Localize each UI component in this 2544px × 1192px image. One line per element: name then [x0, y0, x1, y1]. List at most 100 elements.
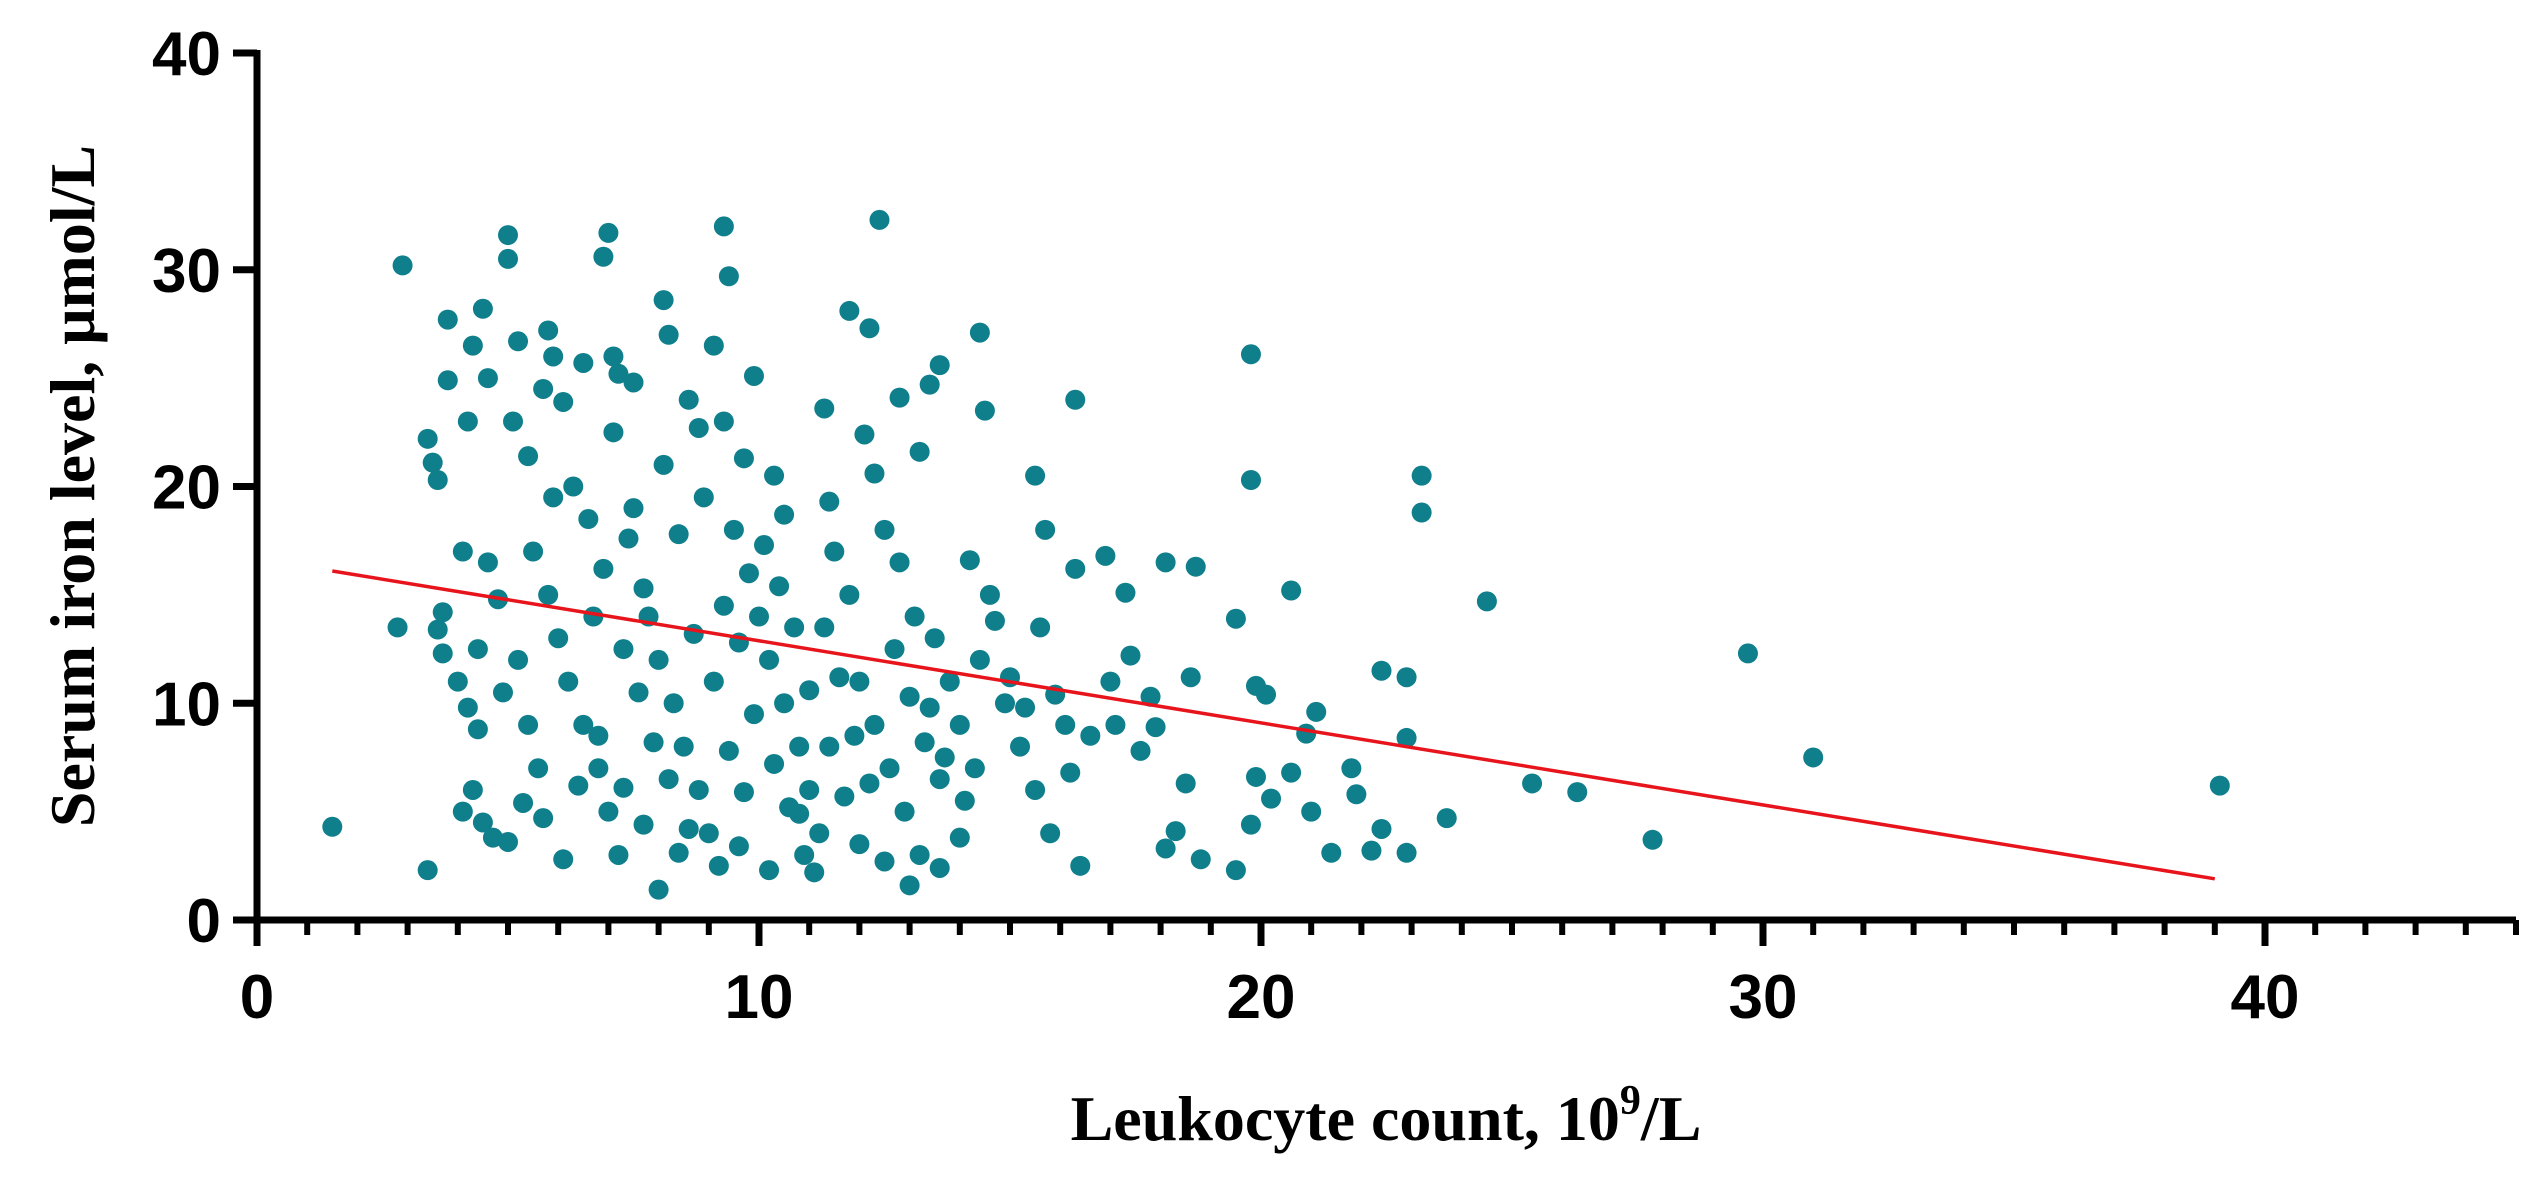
point [477, 368, 498, 389]
point [703, 335, 724, 356]
point [859, 773, 880, 794]
point [1301, 801, 1322, 822]
point [2209, 775, 2230, 796]
point [1240, 469, 1261, 490]
point [472, 812, 493, 833]
point [774, 693, 795, 714]
point [789, 736, 810, 757]
point [498, 831, 518, 852]
point [1070, 855, 1091, 876]
trend-line [332, 569, 2216, 881]
point [1040, 823, 1061, 844]
point [864, 714, 885, 735]
point [1642, 829, 1663, 850]
point [1030, 617, 1051, 638]
point [954, 790, 975, 811]
point [1065, 389, 1086, 410]
point [568, 775, 589, 796]
point [799, 779, 820, 800]
point [1567, 782, 1588, 803]
point [668, 842, 689, 863]
point [688, 417, 709, 438]
point [427, 619, 448, 640]
point [322, 816, 343, 837]
point [1100, 671, 1121, 692]
point [573, 714, 594, 735]
point [849, 834, 870, 855]
point [1095, 545, 1116, 566]
point [713, 595, 734, 616]
point [909, 441, 930, 462]
point [693, 487, 714, 508]
point [533, 378, 554, 399]
point [1240, 814, 1261, 835]
point [809, 823, 830, 844]
point [462, 779, 483, 800]
point [1055, 714, 1076, 735]
point [1737, 643, 1758, 664]
point [558, 671, 579, 692]
point [593, 558, 614, 579]
point [608, 844, 629, 865]
point [543, 487, 564, 508]
y-tick-label: 20 [152, 454, 221, 523]
point [553, 849, 574, 870]
point [467, 639, 488, 660]
point [1025, 465, 1046, 486]
point [874, 519, 895, 540]
point [623, 498, 644, 519]
point [934, 747, 955, 768]
point [924, 628, 945, 649]
point [457, 411, 478, 432]
point [1396, 667, 1417, 688]
point [1010, 736, 1031, 757]
point [538, 584, 559, 605]
x-axis-title: Leukocyte count, 109/L [1071, 1078, 1702, 1154]
point [854, 424, 875, 445]
point [904, 606, 925, 627]
point [794, 844, 815, 865]
point [498, 248, 518, 269]
point [784, 617, 805, 638]
point [1306, 701, 1327, 722]
point [482, 827, 503, 848]
point [789, 803, 810, 824]
point [563, 476, 584, 497]
point [1145, 717, 1166, 738]
point [698, 823, 719, 844]
point [1225, 860, 1246, 881]
point [1296, 723, 1317, 744]
point [417, 860, 438, 881]
point [733, 782, 754, 803]
point [432, 602, 453, 623]
point [859, 318, 880, 339]
point [688, 779, 709, 800]
point [1225, 608, 1246, 629]
point [1060, 762, 1081, 783]
y-tick-label: 0 [187, 887, 221, 956]
point [1035, 519, 1056, 540]
point [974, 400, 995, 421]
point [964, 758, 985, 779]
point [814, 617, 835, 638]
point [1361, 840, 1382, 861]
point [839, 584, 860, 605]
y-axis-title: Serum iron level, μmol/L [37, 145, 108, 827]
point [457, 697, 478, 718]
point [804, 862, 825, 883]
point [1411, 465, 1432, 486]
point [884, 639, 905, 660]
y-tick-label: 40 [152, 20, 221, 89]
point [603, 422, 624, 443]
point [437, 370, 458, 391]
point [1803, 747, 1824, 768]
point [819, 736, 840, 757]
point [1155, 838, 1176, 859]
point [703, 671, 724, 692]
point [503, 411, 524, 432]
point [437, 309, 458, 330]
point [593, 246, 614, 267]
point [743, 365, 764, 386]
point [653, 290, 674, 311]
point [1411, 502, 1432, 523]
